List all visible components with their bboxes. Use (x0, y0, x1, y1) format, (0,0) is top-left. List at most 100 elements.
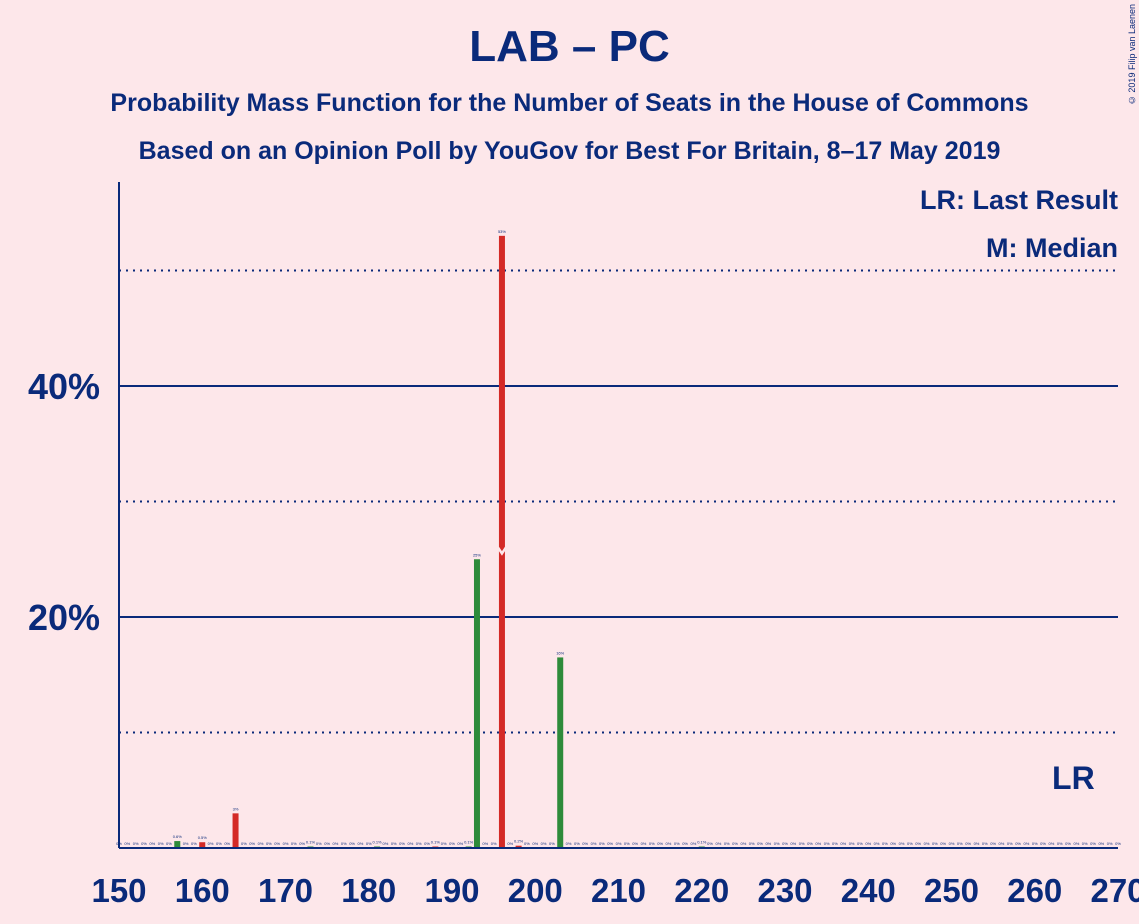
zero-label: 0% (249, 841, 255, 846)
zero-label: 0% (815, 841, 821, 846)
y-tick-labels: 20% 40% (28, 366, 100, 638)
bar-value-label: 25% (473, 552, 481, 557)
bar (174, 841, 181, 848)
zero-label: 0% (691, 841, 697, 846)
zero-label: 0% (957, 841, 963, 846)
x-tick-label: 180 (341, 872, 396, 909)
zero-label: 0% (1007, 841, 1013, 846)
bar-labels: 0% 0% 0% 0% 0% 0% 0% 0% 0% 0% 0% 0% 0% 0% 0% 0% 0% 0% 0% 0%… (116, 229, 1121, 846)
zero-label: 0% (749, 841, 755, 846)
zero-label: 0% (1098, 841, 1104, 846)
zero-label: 0% (274, 841, 280, 846)
bar (199, 842, 206, 848)
zero-label: 0% (915, 841, 921, 846)
bar (232, 813, 239, 848)
legend-median: M: Median (986, 233, 1118, 263)
zero-label: 0% (765, 841, 771, 846)
zero-label: 0% (216, 841, 222, 846)
x-tick-label: 190 (424, 872, 479, 909)
zero-label: 0% (1073, 841, 1079, 846)
zero-label: 0% (491, 841, 497, 846)
zero-label: 0% (857, 841, 863, 846)
zero-label: 0% (1032, 841, 1038, 846)
zero-label: 0% (457, 841, 463, 846)
zero-label: 0% (840, 841, 846, 846)
zero-label: 0% (774, 841, 780, 846)
bar-series (174, 235, 705, 849)
zero-label: 0% (632, 841, 638, 846)
zero-label: 0% (541, 841, 547, 846)
zero-label: 0% (591, 841, 597, 846)
zero-label: 0% (283, 841, 289, 846)
zero-label: 0% (1090, 841, 1096, 846)
zero-label: 0% (1049, 841, 1055, 846)
legend-last-result: LR: Last Result (920, 185, 1118, 215)
bar-value-label: 0.6% (173, 834, 183, 839)
zero-label: 0% (599, 841, 605, 846)
zero-label: 0% (383, 841, 389, 846)
zero-label: 0% (566, 841, 572, 846)
zero-label: 0% (507, 841, 513, 846)
zero-label: 0% (391, 841, 397, 846)
zero-label: 0% (241, 841, 247, 846)
zero-label: 0% (291, 841, 297, 846)
zero-label: 0% (149, 841, 155, 846)
zero-label: 0% (707, 841, 713, 846)
zero-label: 0% (266, 841, 272, 846)
zero-label: 0% (649, 841, 655, 846)
zero-label: 0% (882, 841, 888, 846)
zero-label: 0% (974, 841, 980, 846)
median-marker (496, 546, 507, 556)
zero-label: 0% (674, 841, 680, 846)
bar (473, 559, 480, 848)
bar-value-label: 3% (233, 806, 239, 811)
zero-label: 0% (549, 841, 555, 846)
zero-label: 0% (441, 841, 447, 846)
chart-subtitle-1: Probability Mass Function for the Number… (110, 89, 1029, 117)
zero-label: 0% (574, 841, 580, 846)
zero-label: 0% (407, 841, 413, 846)
zero-label: 0% (191, 841, 197, 846)
zero-label: 0% (208, 841, 214, 846)
zero-label: 0% (965, 841, 971, 846)
zero-label: 0% (932, 841, 938, 846)
zero-label: 0% (316, 841, 322, 846)
zero-label: 0% (366, 841, 372, 846)
zero-label: 0% (224, 841, 230, 846)
bar (515, 845, 522, 848)
zero-label: 0% (740, 841, 746, 846)
x-tick-label: 200 (508, 872, 563, 909)
zero-label: 0% (940, 841, 946, 846)
x-tick-label: 230 (757, 872, 812, 909)
zero-label: 0% (799, 841, 805, 846)
zero-label: 0% (532, 841, 538, 846)
zero-label: 0% (1015, 841, 1021, 846)
zero-label: 0% (399, 841, 405, 846)
zero-label: 0% (1107, 841, 1113, 846)
bar-value-label: 0.1% (431, 840, 441, 845)
zero-label: 0% (807, 841, 813, 846)
zero-label: 0% (1115, 841, 1121, 846)
y-tick-label: 40% (28, 366, 100, 407)
zero-label: 0% (907, 841, 913, 846)
zero-label: 0% (449, 841, 455, 846)
bar (557, 657, 564, 848)
zero-label: 0% (990, 841, 996, 846)
bar-value-label: 0.1% (697, 840, 707, 845)
bar-value-label: 0.1% (373, 840, 383, 845)
x-tick-label: 250 (924, 872, 979, 909)
zero-label: 0% (999, 841, 1005, 846)
zero-label: 0% (949, 841, 955, 846)
zero-label: 0% (482, 841, 488, 846)
zero-label: 0% (790, 841, 796, 846)
zero-label: 0% (183, 841, 189, 846)
zero-label: 0% (1040, 841, 1046, 846)
zero-label: 0% (607, 841, 613, 846)
zero-label: 0% (666, 841, 672, 846)
zero-label: 0% (732, 841, 738, 846)
zero-label: 0% (641, 841, 647, 846)
zero-label: 0% (358, 841, 364, 846)
zero-label: 0% (258, 841, 264, 846)
zero-label: 0% (341, 841, 347, 846)
